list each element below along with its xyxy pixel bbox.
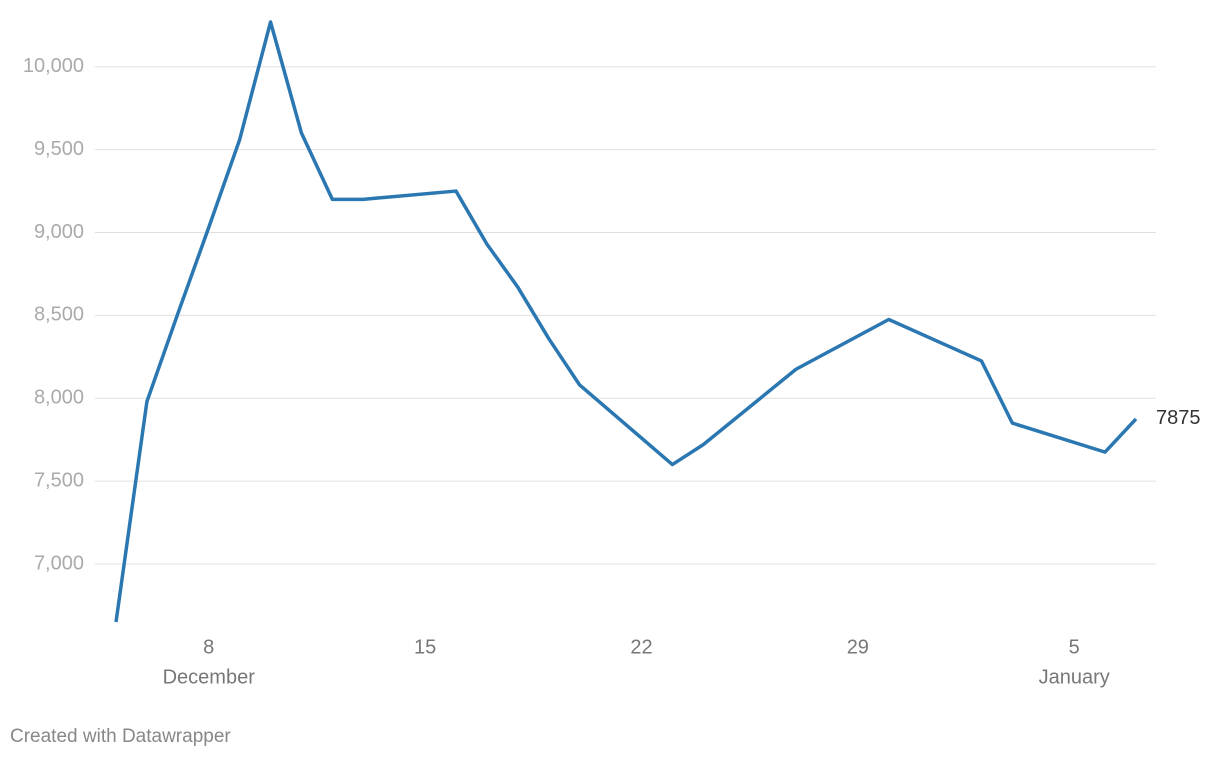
y-tick-label: 8,500	[34, 304, 84, 326]
y-tick-label: 8,000	[34, 387, 84, 409]
x-tick-label: 22	[630, 636, 652, 658]
x-month-label: December	[163, 666, 256, 688]
y-tick-label: 9,000	[34, 221, 84, 243]
y-tick-label: 9,500	[34, 138, 84, 160]
line	[114, 20, 1138, 623]
x-tick-label: 29	[847, 636, 869, 658]
y-tick-label: 7,500	[34, 469, 84, 491]
x-tick-label: 8	[203, 636, 214, 658]
y-tick-label: 7,000	[34, 552, 84, 574]
x-tick-label: 5	[1069, 636, 1080, 658]
y-tick-label: 10,000	[23, 55, 84, 77]
footer: Created with Datawrapper	[10, 726, 231, 747]
x-month-label: January	[1039, 666, 1110, 688]
x-tick-label: 15	[414, 636, 436, 658]
end-value-label: 7875	[1156, 407, 1201, 429]
